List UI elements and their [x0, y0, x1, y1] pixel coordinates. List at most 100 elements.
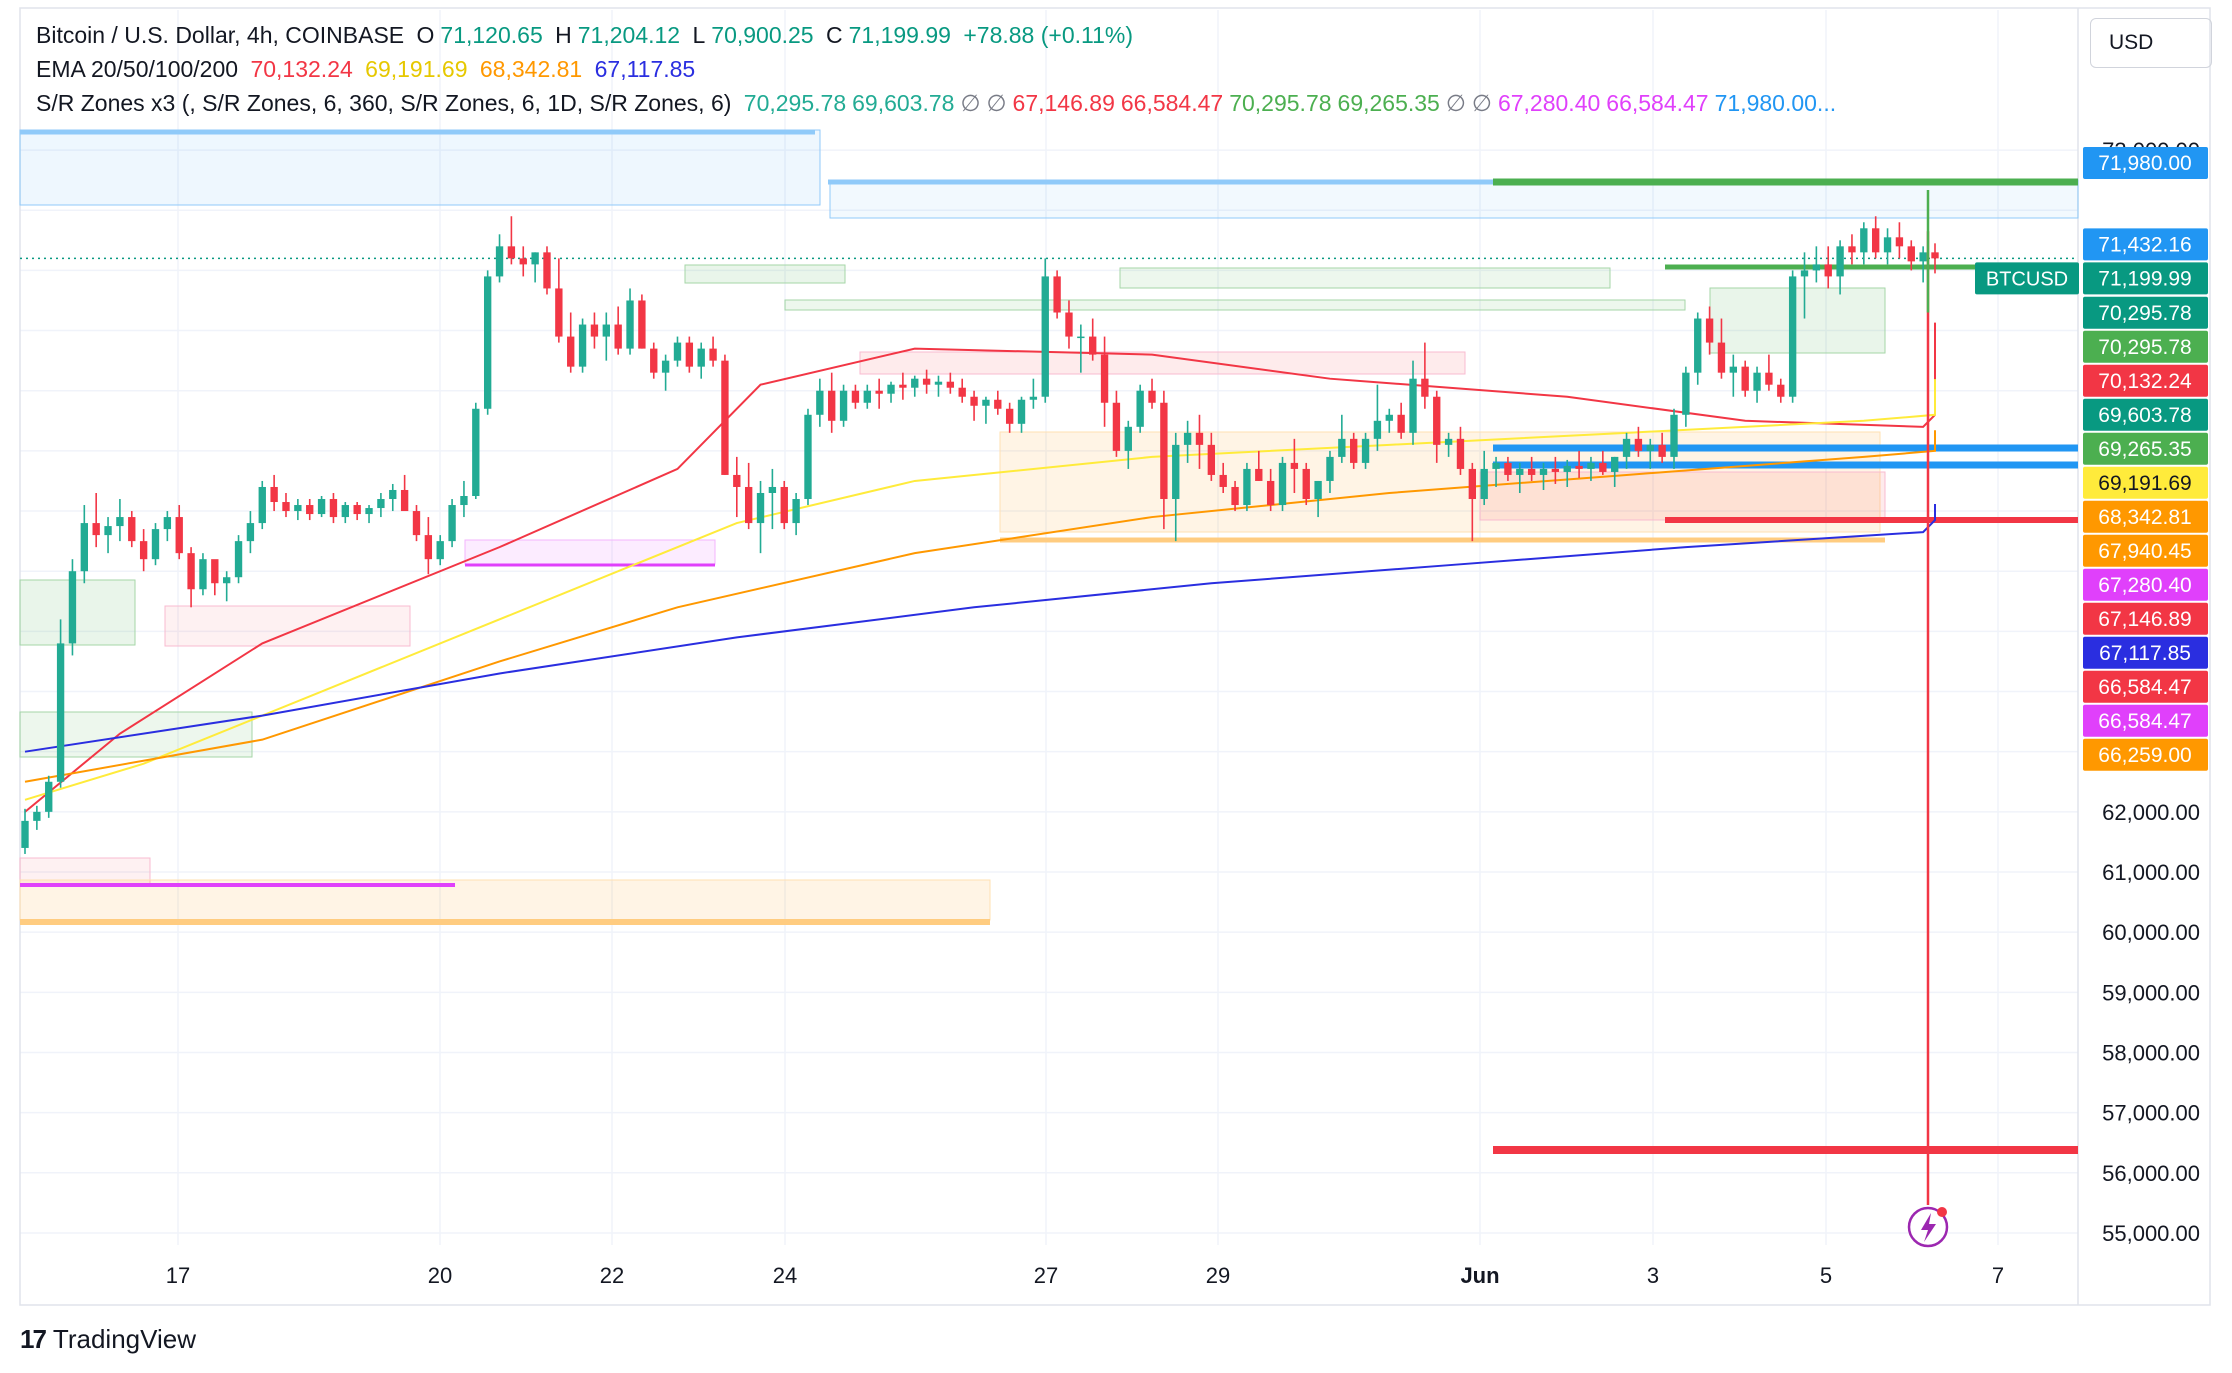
candle-body [946, 381, 955, 388]
candle-body [33, 811, 41, 821]
candle-body [1065, 312, 1073, 337]
candle-body [1326, 456, 1334, 481]
candle-body [1717, 342, 1726, 373]
price-badge [2083, 398, 2208, 431]
sr-value-4: 67,146.89 [1012, 90, 1115, 116]
ema-line-1 [24, 379, 1936, 801]
x-tick-label: 22 [600, 1263, 624, 1288]
tradingview-logo[interactable]: 17 TradingView [20, 1324, 196, 1355]
candle-body [1622, 438, 1631, 457]
candle-body [1160, 402, 1168, 500]
candle-body [1765, 372, 1773, 385]
sr-zone-green-5 [19, 579, 136, 646]
candle-body [899, 384, 907, 388]
price-badge [2083, 636, 2208, 669]
candle-body [1800, 270, 1809, 277]
low-value: 70,900.25 [711, 22, 814, 48]
price-badge-text: 66,259.00 [2098, 744, 2191, 767]
candle-body [412, 511, 421, 536]
candle-body [1207, 444, 1216, 475]
price-badge-text: 70,132.24 [2098, 370, 2192, 393]
sr-zone-blue [19, 129, 821, 206]
candle-body [934, 381, 943, 385]
candle-body [495, 246, 504, 277]
candle-body [1729, 366, 1738, 373]
symbol-badge [1975, 262, 2079, 295]
price-badge [2083, 568, 2208, 601]
ema50-value: 69,191.69 [365, 56, 468, 82]
sr-label[interactable]: S/R Zones x3 (, S/R Zones, 6, 360, S/R Z… [36, 90, 732, 116]
candle-body [1314, 480, 1322, 500]
candle-body [258, 486, 266, 524]
sr-values: 70,295.78 69,603.78 ∅ ∅ 67,146.89 66,584.47 70… [744, 90, 1842, 116]
sr-zone-green-2 [784, 299, 1686, 311]
candle-body [590, 324, 599, 337]
candle-body [602, 324, 610, 337]
candle-body [377, 499, 385, 509]
sr-zone-green-3 [1119, 267, 1611, 289]
price-axis[interactable]: 73,000.0062,000.0061,000.0060,000.0059,0… [2102, 138, 2200, 1246]
candle-body [1563, 465, 1571, 472]
candle-body [863, 390, 871, 403]
candle-body [1077, 336, 1085, 339]
candle-body [543, 252, 551, 289]
candle-body [1848, 246, 1856, 253]
sr-value-5: 66,584.47 [1120, 90, 1224, 116]
bolt-glyph [1921, 1213, 1936, 1242]
y-tick-label: 61,000.00 [2102, 860, 2200, 885]
symbol-title[interactable]: Bitcoin / U.S. Dollar, 4h, COINBASE [36, 22, 405, 48]
candle-body [341, 505, 349, 518]
candle-body [638, 300, 646, 349]
high-label: H [555, 22, 572, 48]
candle-body [472, 408, 480, 497]
candle-body [1385, 414, 1393, 421]
price-badge-text: 69,603.78 [2098, 404, 2191, 427]
ema200-value: 67,117.85 [594, 56, 696, 82]
candle-body [1053, 276, 1061, 313]
candle-body [175, 517, 183, 554]
x-tick-label: 7 [1992, 1263, 2004, 1288]
candle-body [139, 541, 148, 560]
candle-body [1005, 408, 1014, 424]
candle-body [1575, 465, 1583, 469]
x-tick-label: 27 [1034, 1263, 1058, 1288]
y-tick-label: 59,000.00 [2102, 980, 2200, 1005]
candle-body [1682, 372, 1690, 415]
candle-body [1812, 264, 1821, 271]
x-tick-label: 29 [1206, 1263, 1230, 1288]
candle-body [792, 499, 800, 524]
candle-body [1611, 456, 1619, 472]
candle-body [1089, 336, 1097, 355]
candle-body [306, 505, 314, 515]
candle-body [1231, 486, 1239, 506]
price-badge-text: 70,295.78 [2098, 302, 2191, 325]
price-badge [2083, 330, 2208, 363]
ema20-value: 70,132.24 [250, 56, 353, 82]
sr-info-line: S/R Zones x3 (, S/R Zones, 6, 360, S/R Z… [36, 90, 1848, 117]
sr-value-8: ∅ [1445, 90, 1466, 116]
candle-body [780, 486, 788, 524]
price-badge-text: 67,117.85 [2099, 642, 2191, 665]
price-badge [2083, 500, 2208, 533]
candle-body [1112, 402, 1121, 451]
price-badge-text: 66,584.47 [2098, 710, 2191, 733]
sr-zone-green [684, 264, 846, 284]
candle-body [116, 517, 124, 527]
candle-body [151, 529, 160, 560]
sr-zone-purple [464, 539, 716, 565]
candle-body [128, 517, 136, 542]
sr-value-1: 69,603.78 [852, 90, 955, 116]
y-tick-label: 62,000.00 [2102, 800, 2200, 825]
candle-body [246, 523, 255, 542]
symbol-info-line: Bitcoin / U.S. Dollar, 4h, COINBASE O 71,… [36, 22, 1139, 49]
price-badge-text: 69,265.35 [2098, 438, 2191, 461]
ema-label[interactable]: EMA 20/50/100/200 [36, 56, 239, 82]
candle-body [1468, 468, 1477, 500]
time-axis[interactable]: 17 20 22 24 27 29 Jun 3 5 7 [166, 1263, 2004, 1288]
x-tick-label: 3 [1647, 1263, 1659, 1288]
currency-button[interactable]: USD [2090, 18, 2212, 68]
candle-body [1741, 366, 1749, 391]
y-tick-label: 55,000.00 [2102, 1221, 2200, 1246]
candle-body [21, 820, 29, 848]
